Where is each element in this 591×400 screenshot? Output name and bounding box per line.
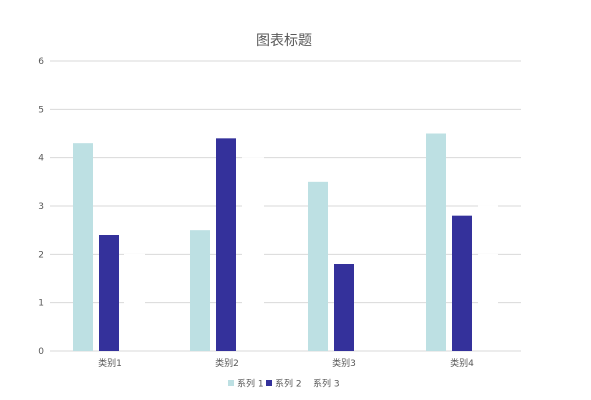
y-tick-label: 5 xyxy=(38,105,44,115)
bar xyxy=(99,235,119,351)
bar xyxy=(334,264,354,351)
y-tick-label: 0 xyxy=(38,347,44,357)
x-tick-label: 类别1 xyxy=(98,357,122,369)
legend-label: 系列 3 xyxy=(313,378,340,390)
gridlines xyxy=(50,60,521,352)
legend-swatch xyxy=(228,380,234,386)
legend-label: 系列 1 xyxy=(237,378,264,390)
gridline-gap xyxy=(478,205,498,210)
chart-title: 图表标题 xyxy=(256,33,312,49)
x-tick-label: 类别4 xyxy=(450,357,474,369)
bar xyxy=(452,215,472,351)
bars xyxy=(73,133,472,351)
bar xyxy=(73,143,93,351)
y-tick-label: 3 xyxy=(38,202,44,212)
gridline-gap xyxy=(478,253,498,350)
y-axis-ticks: 0 1 2 3 4 5 6 xyxy=(38,57,44,357)
x-tick-label: 类别3 xyxy=(332,357,356,369)
x-tick-label: 类别2 xyxy=(215,357,239,369)
y-tick-label: 4 xyxy=(38,154,44,164)
bar xyxy=(426,133,446,351)
y-tick-label: 1 xyxy=(38,299,44,309)
gridline-gaps xyxy=(124,157,498,350)
legend-label: 系列 2 xyxy=(275,378,302,390)
y-tick-label: 6 xyxy=(38,57,44,67)
bar xyxy=(308,181,328,351)
legend-swatch xyxy=(266,380,272,386)
bar xyxy=(190,230,210,351)
legend: 系列 1 系列 2 系列 3 xyxy=(228,378,340,390)
gridline-gap xyxy=(124,253,145,350)
bar xyxy=(216,138,236,351)
legend-swatch xyxy=(304,380,310,386)
y-tick-label: 2 xyxy=(38,250,44,260)
x-axis-ticks: 类别1 类别2 类别3 类别4 xyxy=(98,357,474,369)
gridline-gap xyxy=(242,157,264,350)
